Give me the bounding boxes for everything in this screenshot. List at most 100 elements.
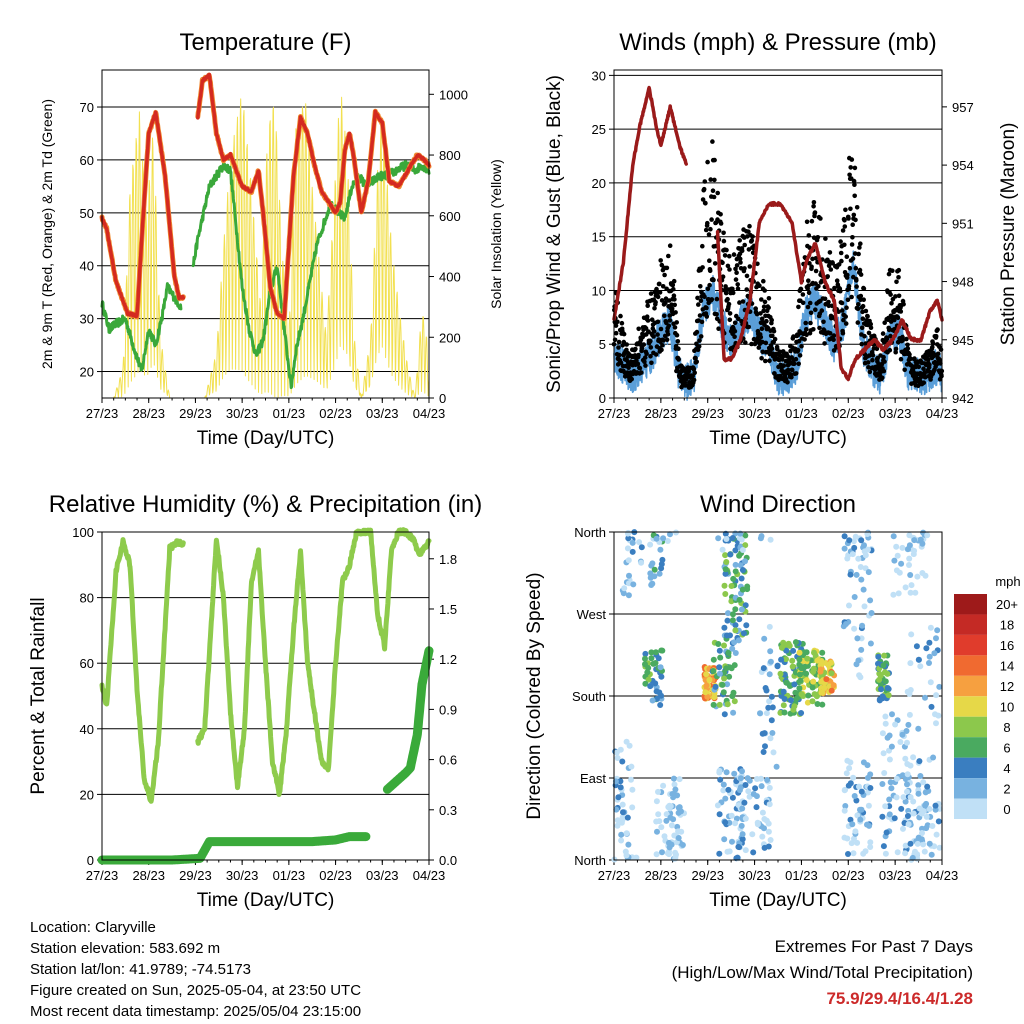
y2-tick-label: 954 [952,158,974,173]
gust-point [703,227,709,233]
gust-point [746,247,752,252]
gust-point [805,304,811,310]
direction-point [894,552,901,559]
gust-point [706,232,712,237]
gust-point [789,367,795,373]
direction-point [917,663,924,670]
gust-point [852,165,858,171]
direction-point [729,838,735,845]
direction-point [936,844,943,851]
gust-point [935,351,941,357]
direction-point [855,657,862,664]
direction-point [858,635,865,642]
gust-point [705,220,710,226]
gust-point [711,194,717,200]
direction-point [759,809,766,816]
gust-point [793,356,799,362]
chart-title: Winds (mph) & Pressure (mb) [619,29,936,56]
gust-point [836,309,841,315]
direction-point [908,631,915,638]
gust-point [798,286,804,292]
direction-point [899,731,906,738]
direction-point [720,781,727,788]
direction-point [853,571,860,578]
direction-point [636,539,643,546]
direction-point [652,680,659,687]
direction-point [721,642,727,649]
gust-point [673,310,678,315]
gust-point [796,361,801,367]
gust-point [809,264,814,270]
gust-point [900,338,905,343]
direction-point [860,586,867,593]
y-tick-label: 5 [599,337,606,352]
direction-point [642,650,649,657]
gust-point [734,263,740,268]
direction-point [854,812,861,819]
direction-point [880,843,887,850]
direction-point [702,689,709,696]
gust-point [618,360,624,366]
direction-point [626,572,632,579]
gust-point [890,268,895,274]
direction-point [716,701,723,708]
direction-point [854,839,861,846]
direction-point [778,656,785,663]
gust-point [661,338,666,343]
x-tick-label: 28/23 [645,868,678,883]
direction-point [762,685,769,691]
gust-point [758,334,764,340]
direction-point [857,816,864,823]
direction-point [862,848,869,855]
direction-point [894,849,901,856]
temp-2m-series [100,110,186,319]
colorbar-label: 12 [1000,679,1014,694]
gust-point [785,380,790,385]
direction-point [729,535,736,541]
direction-point [724,681,731,688]
direction-point [875,653,882,660]
direction-point [626,742,633,749]
gust-point [762,299,768,305]
direction-point [893,794,900,801]
gust-point [660,284,666,289]
gust-point [691,367,697,372]
gust-point [674,320,679,325]
gust-point [670,282,676,288]
direction-point [902,850,909,857]
direction-point [723,632,730,639]
direction-point [669,791,676,797]
direction-point [911,537,918,544]
direction-point [619,758,626,765]
direction-point [614,822,621,829]
gust-point [674,332,680,338]
gust-point [756,345,762,350]
y-tick-label: 40 [80,259,94,274]
y2-tick-label: 600 [439,209,461,224]
direction-point [893,775,900,782]
x-tick-label: 02/23 [319,868,352,883]
direction-point [888,785,895,792]
direction-point [841,787,848,794]
direction-point [899,544,906,551]
x-tick-label: 02/23 [832,406,865,421]
gust-point [698,298,704,304]
gust-point [712,261,718,266]
direction-point [716,767,723,774]
gust-point [825,274,830,279]
direction-point [853,797,860,804]
gust-point [738,260,743,265]
gust-point [734,270,739,276]
gust-point [720,260,725,266]
direction-point [928,851,935,858]
gust-point [641,342,647,347]
direction-point [725,650,732,657]
y-tick-label: North [574,853,606,868]
direction-point [777,670,784,677]
recent-timestamp: Most recent data timestamp: 2025/05/04 2… [30,1003,362,1020]
colorbar-label: 6 [1003,740,1010,755]
gust-point [840,228,846,233]
gust-point [639,370,644,375]
direction-point [783,647,790,654]
direction-point [927,679,934,686]
